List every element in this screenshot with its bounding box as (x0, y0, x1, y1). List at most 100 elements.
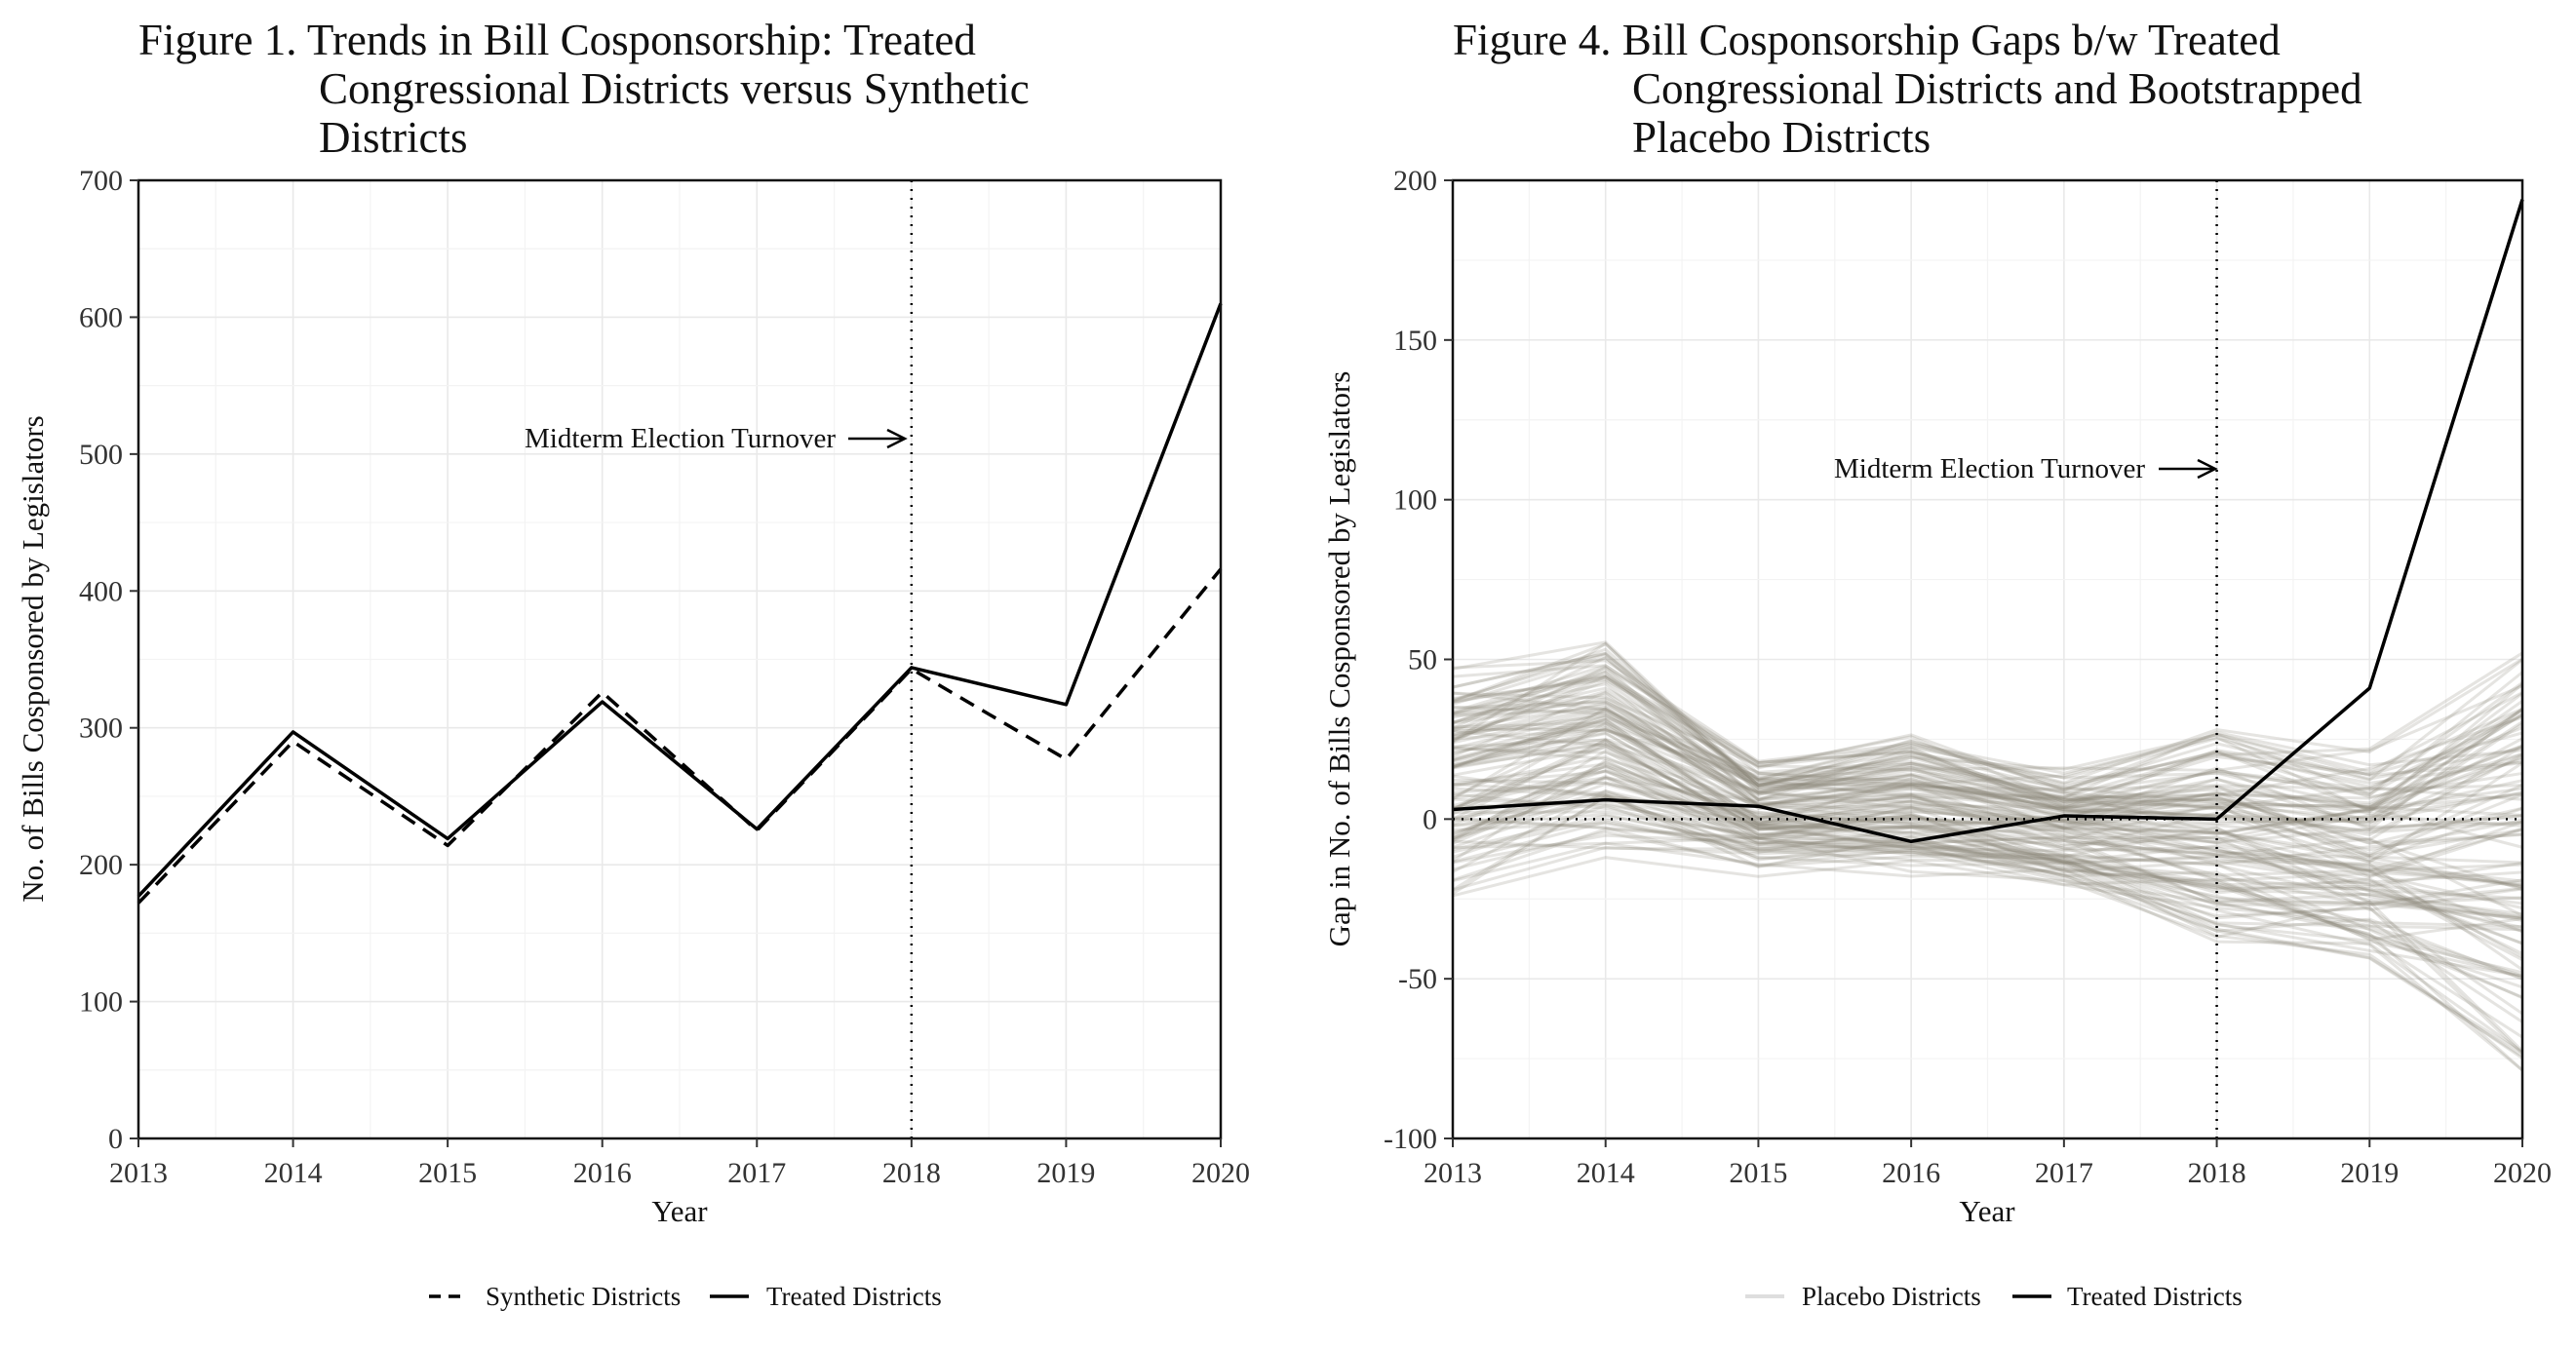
x-tick-label: 2019 (2340, 1157, 2399, 1189)
placebo-line (1452, 801, 2523, 1000)
x-tick-label: 2018 (2188, 1157, 2246, 1189)
placebo-line (1452, 670, 2523, 814)
placebo-line (1452, 710, 2523, 878)
placebo-line (1452, 776, 2523, 929)
placebo-line (1452, 713, 2523, 845)
y-tick-label: 150 (1393, 325, 1437, 357)
placebo-line (1452, 731, 2523, 844)
placebo-line (1452, 747, 2523, 885)
placebo-line (1452, 749, 2523, 890)
placebo-line (1452, 651, 2523, 794)
placebo-line (1452, 707, 2523, 809)
placebo-line (1452, 820, 2523, 999)
legend-label-treated-districts: Treated Districts (2067, 1282, 2243, 1311)
x-tick-label: 2013 (1424, 1157, 1482, 1189)
placebo-line (1452, 689, 2523, 824)
placebo-line (1452, 727, 2523, 834)
placebo-line (1452, 781, 2523, 910)
placebo-line (1452, 707, 2523, 831)
placebo-line (1452, 836, 2524, 1053)
placebo-line (1452, 765, 2523, 905)
figure-1-gridlines (137, 179, 1222, 1139)
figure-1-x-tick-labels: 2013 2014 2015 2016 2017 2018 2019 2020 (109, 1138, 1250, 1189)
placebo-line (1452, 718, 2523, 865)
placebo-line (1452, 726, 2523, 824)
placebo-line (1452, 729, 2523, 832)
figure-4-y-axis-label: Gap in No. of Bills Cosponsored by Legis… (1322, 371, 1356, 947)
placebo-line (1452, 754, 2523, 888)
placebo-line (1452, 738, 2523, 879)
figure-4-title-line-1: Figure 4. Bill Cosponsorship Gaps b/w Tr… (1453, 16, 2281, 64)
placebo-line (1452, 715, 2523, 802)
placebo-line (1452, 738, 2523, 933)
placebo-line (1452, 731, 2523, 867)
figure-1-title: Figure 1. Trends in Bill Cosponsorship: … (138, 16, 1040, 162)
placebo-line (1452, 770, 2523, 887)
figure-1-annotation-text: Midterm Election Turnover (525, 423, 836, 454)
placebo-line (1452, 651, 2523, 791)
placebo-line (1452, 829, 2523, 1016)
figure-4-series (1452, 180, 2524, 1138)
y-tick-label: 0 (1423, 803, 1437, 835)
legend-label-synthetic-districts: Synthetic Districts (486, 1282, 681, 1311)
placebo-line (1452, 700, 2523, 828)
x-tick-label: 2015 (418, 1157, 477, 1189)
placebo-line (1452, 818, 2523, 975)
placebo-line (1452, 705, 2523, 842)
figure-4-annotation: Midterm Election Turnover (1834, 453, 2218, 484)
placebo-line (1452, 717, 2523, 887)
placebo-line (1452, 856, 2523, 1023)
y-tick-label: -100 (1384, 1123, 1437, 1155)
placebo-line (1452, 828, 2524, 1055)
placebo-line (1452, 744, 2523, 872)
placebo-line (1452, 762, 2523, 888)
placebo-line (1452, 737, 2523, 834)
placebo-line (1452, 774, 2523, 945)
placebo-line (1452, 758, 2523, 906)
placebo-line (1452, 655, 2523, 825)
placebo-line (1452, 839, 2523, 1072)
figure-4-y-tick-labels: -100 -50 0 50 100 150 200 (1384, 165, 1453, 1155)
placebo-line (1452, 679, 2523, 858)
placebo-line (1452, 795, 2523, 978)
figure-1-title-line-3: Districts (319, 113, 468, 162)
placebo-line (1452, 690, 2523, 810)
placebo-line (1452, 728, 2523, 836)
x-tick-label: 2017 (727, 1157, 786, 1189)
series-line-treated-districts (1452, 199, 2524, 844)
placebo-line (1452, 655, 2523, 809)
figure-4-x-axis-label: Year (1959, 1194, 2015, 1228)
series-line-synthetic-districts (137, 567, 1223, 905)
placebo-line (1452, 792, 2523, 945)
placebo-line (1452, 675, 2523, 814)
placebo-line (1452, 760, 2523, 920)
placebo-line (1452, 793, 2523, 978)
figure-4-title-line-3: Placebo Districts (1632, 113, 1931, 162)
placebo-line (1452, 738, 2523, 849)
placebo-line (1452, 701, 2523, 817)
y-tick-label: 200 (79, 849, 123, 881)
placebo-line (1452, 845, 2523, 1054)
figure-4-annotation-arrow-head (2197, 458, 2218, 480)
placebo-line (1452, 822, 2523, 1071)
figure-4-panel: Figure 4. Bill Cosponsorship Gaps b/w Tr… (1322, 16, 2552, 1311)
placebo-line (1452, 798, 2523, 919)
figure-1-title-line-1: Figure 1. Trends in Bill Cosponsorship: … (138, 16, 976, 64)
figure-4-x-tick-labels: 2013 2014 2015 2016 2017 2018 2019 2020 (1424, 1138, 2552, 1189)
placebo-line (1452, 763, 2523, 916)
placebo-line (1452, 665, 2523, 816)
figure-1-legend: Synthetic Districts Treated Districts (429, 1282, 942, 1311)
placebo-line (1452, 717, 2523, 826)
figure-1-plot-frame (137, 178, 1223, 1140)
figure-4-placebo-lines (1452, 640, 2524, 1072)
placebo-line (1452, 659, 2523, 814)
figure-4-legend: Placebo Districts Treated Districts (1745, 1282, 2243, 1311)
placebo-line (1452, 674, 2523, 800)
placebo-line (1452, 721, 2523, 799)
placebo-line (1452, 776, 2523, 852)
x-tick-label: 2014 (264, 1157, 323, 1189)
y-tick-label: 100 (79, 986, 123, 1019)
placebo-line (1452, 782, 2523, 961)
placebo-line (1452, 709, 2523, 836)
